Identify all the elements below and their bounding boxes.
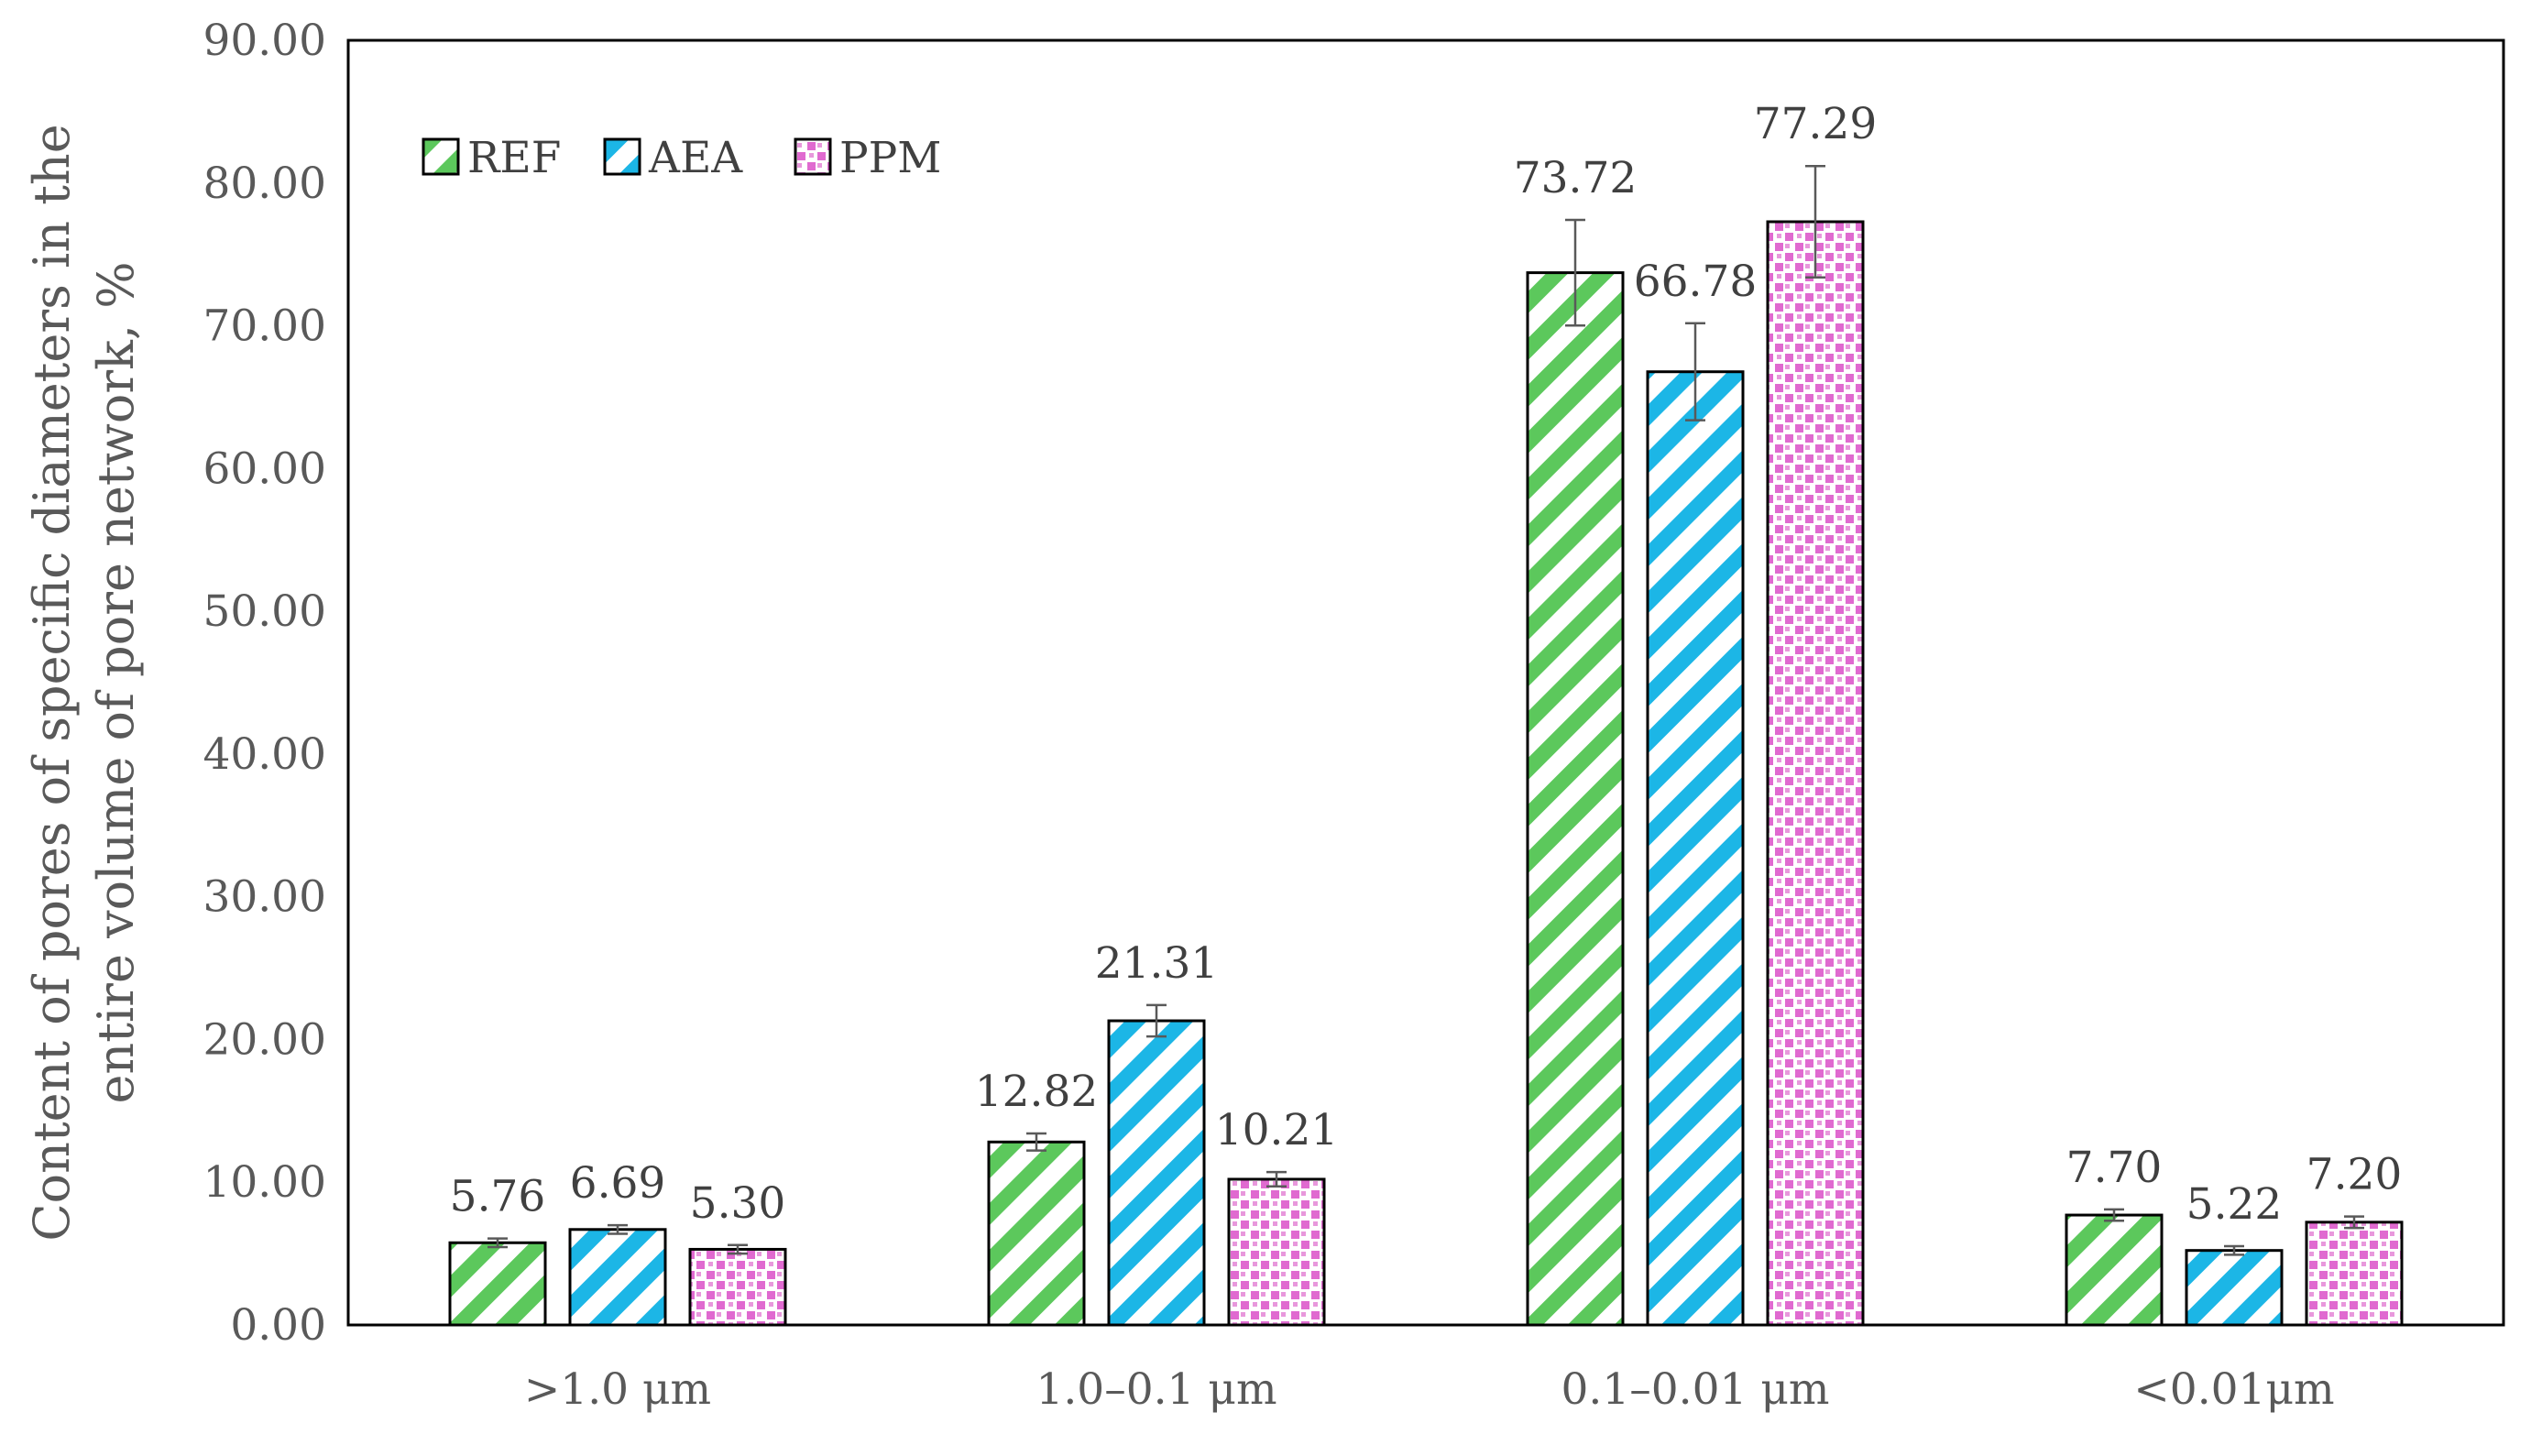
data-label: 12.82 — [975, 1067, 1099, 1117]
bar-aea — [1646, 370, 1745, 1327]
y-tick-label: 70.00 — [203, 301, 326, 352]
data-label: 77.29 — [1754, 99, 1878, 149]
y-tick-label: 50.00 — [203, 586, 326, 637]
data-label: 7.20 — [2306, 1150, 2403, 1200]
bar-ppm — [1227, 1177, 1326, 1327]
x-tick-label: <0.01μm — [2133, 1364, 2334, 1415]
y-tick-label: 10.00 — [203, 1157, 326, 1208]
data-label: 73.72 — [1514, 153, 1638, 203]
bar-ref — [987, 1140, 1086, 1327]
x-tick-label: >1.0 μm — [524, 1364, 711, 1415]
data-label: 5.22 — [2186, 1179, 2283, 1230]
plot-frame — [346, 38, 2505, 1327]
bar-aea — [1107, 1019, 1206, 1327]
bar-aea — [568, 1228, 667, 1327]
y-axis-title: Content of pores of specific diameters i… — [23, 124, 145, 1241]
data-label: 7.70 — [2066, 1143, 2163, 1193]
bar-ppm — [688, 1247, 787, 1327]
y-tick-label: 30.00 — [203, 872, 326, 923]
legend-swatch-ref — [422, 137, 460, 176]
y-tick-label: 60.00 — [203, 443, 326, 494]
legend-swatch-aea — [603, 137, 641, 176]
x-tick-label: 1.0–0.1 μm — [1035, 1364, 1276, 1415]
bar-aea — [2185, 1249, 2284, 1327]
data-label: 6.69 — [570, 1158, 666, 1209]
y-axis-title-line: Content of pores of specific diameters i… — [23, 124, 81, 1241]
bar-ref — [2065, 1213, 2164, 1327]
bar-ref — [448, 1241, 547, 1327]
bar-ref — [1526, 271, 1625, 1327]
y-tick-label: 40.00 — [203, 729, 326, 780]
data-label: 10.21 — [1215, 1105, 1339, 1155]
legend-label-aea: AEA — [648, 133, 743, 183]
bar-ppm — [1766, 220, 1865, 1327]
data-label: 5.76 — [450, 1172, 546, 1222]
y-tick-label: 20.00 — [203, 1014, 326, 1065]
y-tick-label: 90.00 — [203, 16, 326, 66]
data-label: 21.31 — [1095, 938, 1219, 989]
x-tick-label: 0.1–0.01 μm — [1561, 1364, 1830, 1415]
legend-swatch-ppm — [794, 137, 832, 176]
plot-area: 0.00 10.00 20.00 30.00 40.00 50.00 60.00 70.00 8… — [203, 16, 2505, 1415]
data-label: 5.30 — [690, 1178, 786, 1229]
bar-ppm — [2305, 1221, 2404, 1327]
y-axis-title-line: entire volume of pore network, % — [87, 261, 145, 1103]
legend-label-ppm: PPM — [839, 133, 941, 183]
y-tick-label: 0.00 — [230, 1300, 326, 1351]
data-label: 66.78 — [1634, 257, 1758, 307]
y-tick-label: 80.00 — [203, 159, 326, 209]
legend-label-ref: REF — [467, 133, 561, 183]
